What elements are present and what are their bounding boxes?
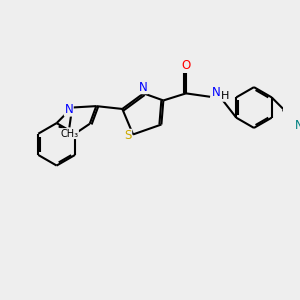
Text: CH₃: CH₃ [60,129,78,139]
Text: S: S [124,129,132,142]
Text: N: N [212,86,221,99]
Text: N: N [139,81,148,94]
Text: N: N [64,103,73,116]
Text: N: N [295,118,300,132]
Text: H: H [220,91,229,101]
Text: O: O [182,59,190,72]
